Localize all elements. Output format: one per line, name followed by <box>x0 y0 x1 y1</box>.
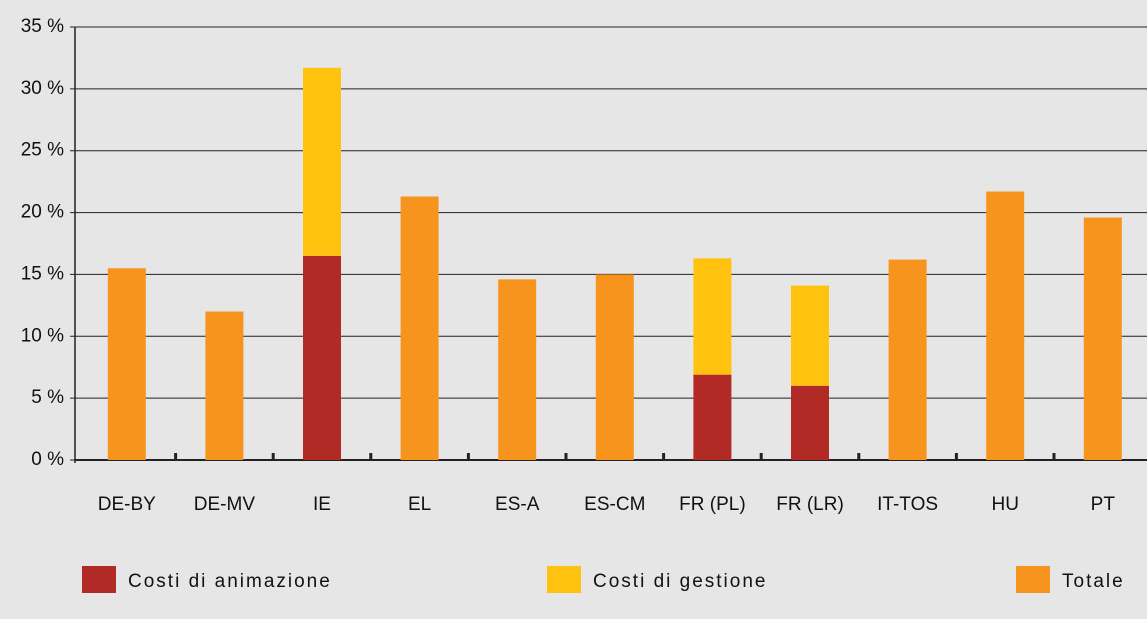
bar-segment <box>986 191 1025 461</box>
bar-segment <box>107 268 146 460</box>
y-tick-label: 0 % <box>31 449 64 470</box>
legend-label: Costi di animazione <box>128 571 332 592</box>
x-tick-label: FR (PL) <box>679 494 746 515</box>
bar-segment <box>791 285 829 386</box>
bar-segment <box>791 385 829 460</box>
bar-segment <box>400 196 439 460</box>
x-tick-label: ES-CM <box>584 494 645 515</box>
bar-segment <box>303 255 341 460</box>
bar-segment <box>693 258 732 375</box>
bar-segment <box>205 311 244 460</box>
bar-segment <box>595 274 634 460</box>
legend-swatch <box>82 566 116 593</box>
y-tick-label: 20 % <box>21 202 64 223</box>
legend-swatch <box>1016 566 1050 593</box>
legend-label: Totale <box>1062 571 1125 592</box>
x-tick-label: DE-BY <box>98 494 156 515</box>
x-tick-label: PT <box>1091 494 1116 515</box>
x-tick-label: FR (LR) <box>776 494 844 515</box>
bar-segment <box>1083 217 1122 460</box>
legend-label: Costi di gestione <box>593 571 767 592</box>
y-tick-label: 5 % <box>31 387 64 408</box>
x-tick-label: DE-MV <box>194 494 256 515</box>
y-tick-label: 15 % <box>21 263 64 284</box>
y-tick-label: 10 % <box>21 325 64 346</box>
bar-segment <box>888 259 927 460</box>
bar-segment <box>303 67 341 256</box>
y-tick-label: 30 % <box>21 78 64 99</box>
x-tick-label: EL <box>408 494 431 515</box>
y-tick-label: 25 % <box>21 140 64 161</box>
bar-segment <box>693 374 732 460</box>
bar-segment <box>498 279 537 460</box>
y-tick-label: 35 % <box>21 16 64 37</box>
x-tick-label: IE <box>313 494 331 515</box>
x-tick-label: HU <box>991 494 1018 515</box>
x-tick-label: IT-TOS <box>877 494 938 515</box>
x-tick-label: ES-A <box>495 494 540 515</box>
legend-swatch <box>547 566 581 593</box>
